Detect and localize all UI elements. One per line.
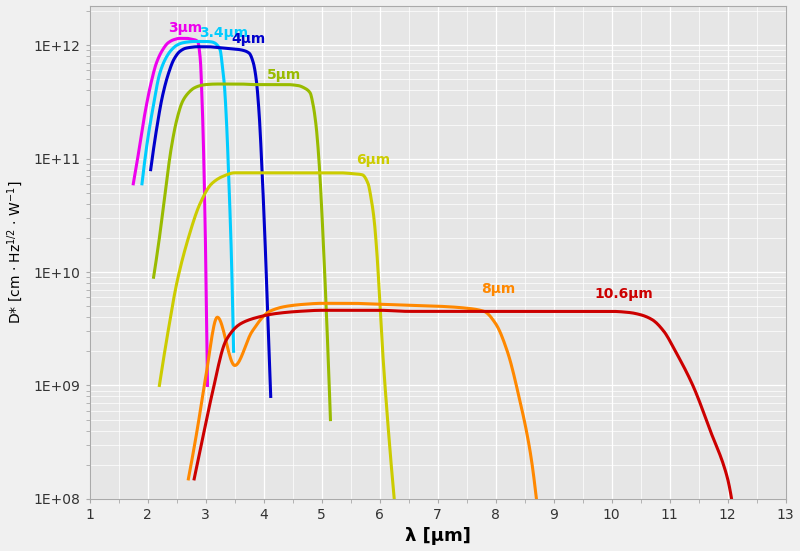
Text: 5μm: 5μm (266, 68, 301, 83)
Text: 3.4μm: 3.4μm (199, 26, 248, 40)
Y-axis label: D* [cm · Hz$^{1/2}$ · W$^{-1}$]: D* [cm · Hz$^{1/2}$ · W$^{-1}$] (6, 181, 26, 324)
Text: 3μm: 3μm (168, 21, 202, 35)
Text: 10.6μm: 10.6μm (594, 288, 653, 301)
Text: 6μm: 6μm (357, 153, 390, 166)
X-axis label: λ [μm]: λ [μm] (405, 527, 470, 545)
Text: 4μm: 4μm (232, 33, 266, 46)
Text: 8μm: 8μm (482, 282, 515, 295)
